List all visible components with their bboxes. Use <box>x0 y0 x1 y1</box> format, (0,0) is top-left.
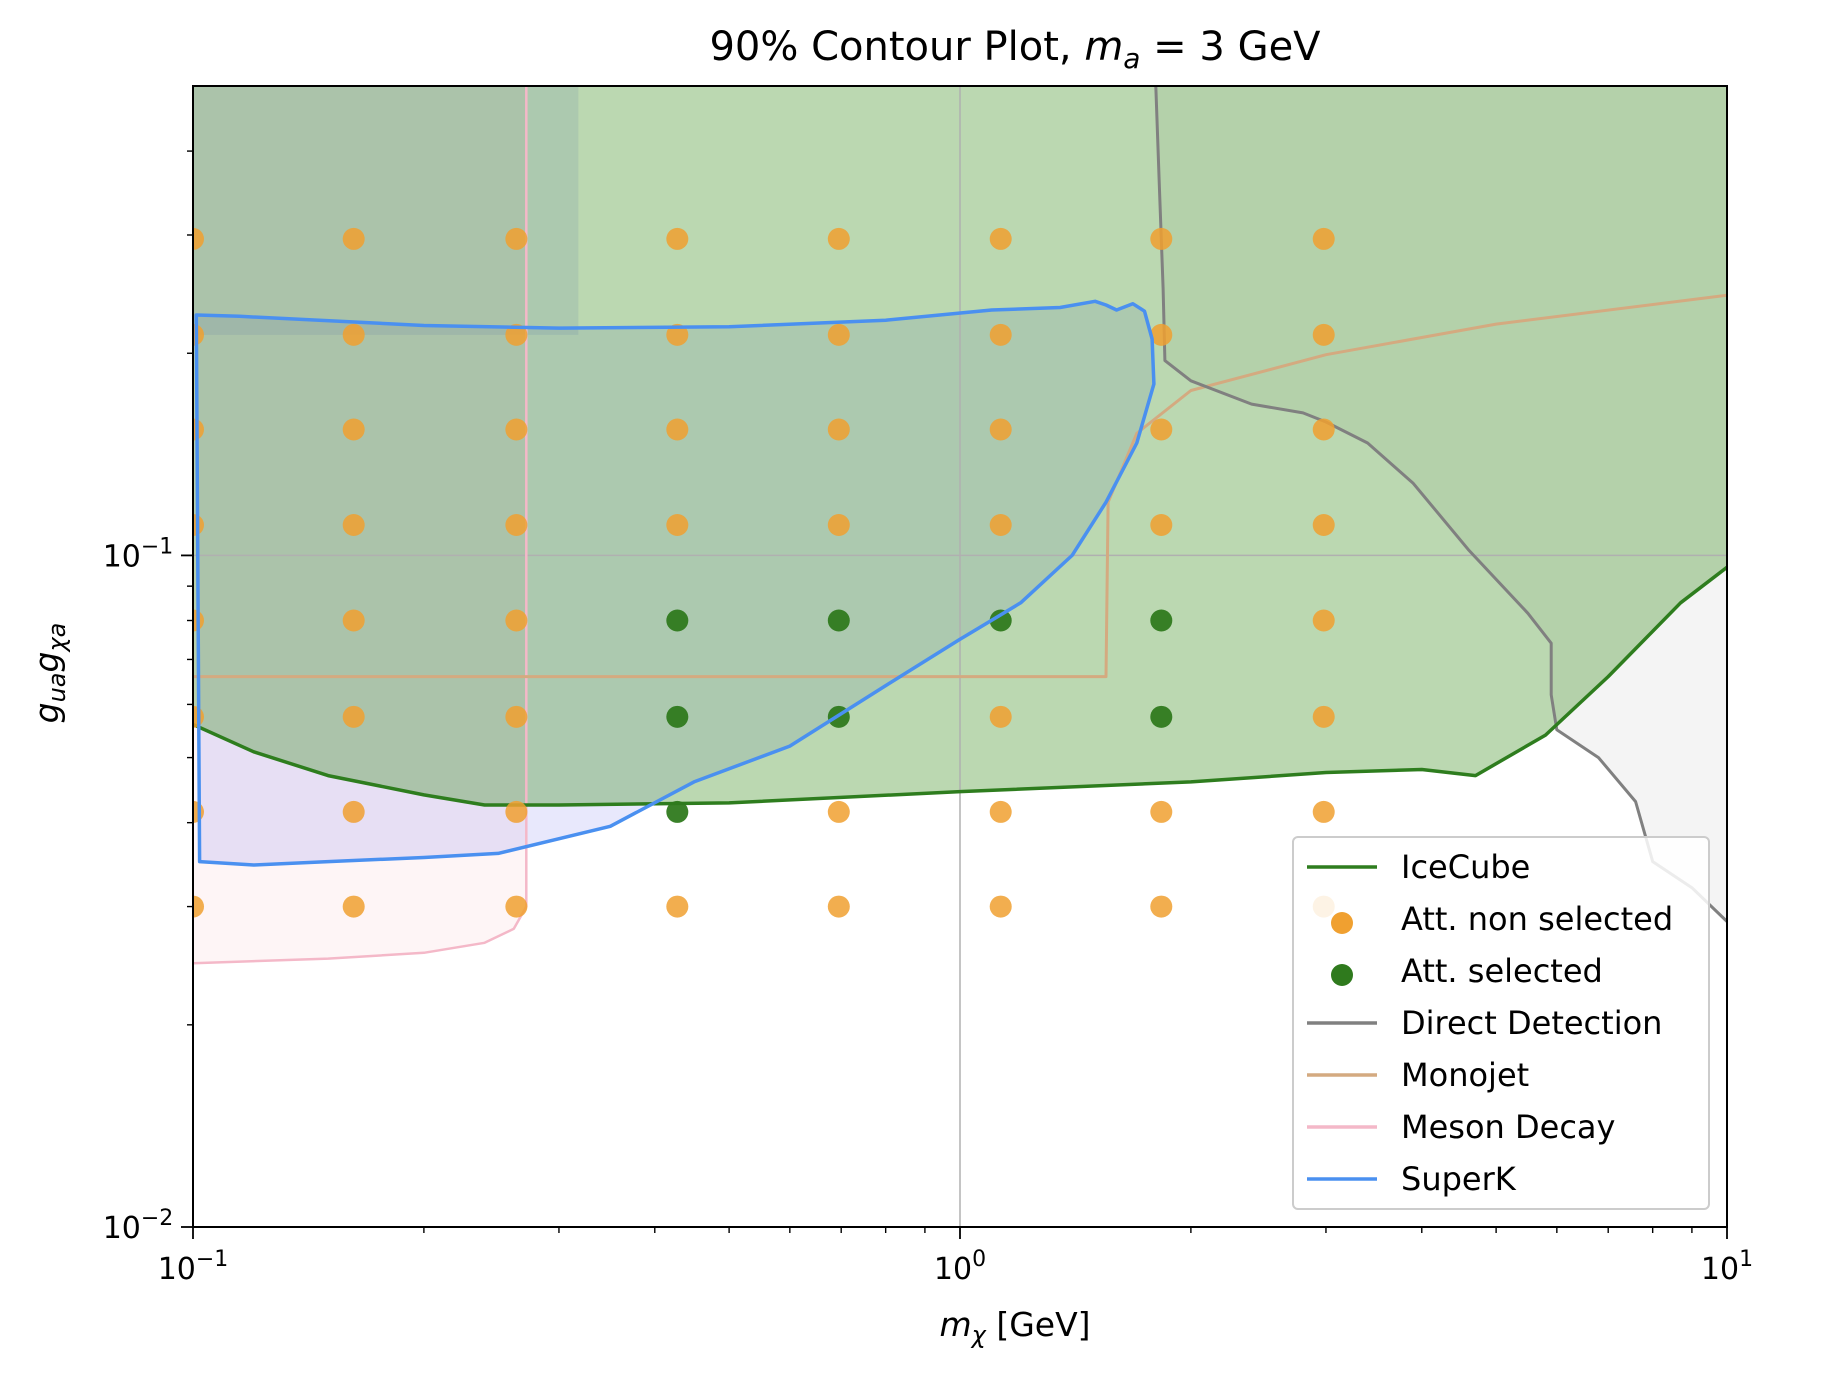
att-non-selected-point <box>1312 609 1335 632</box>
att-non-selected-point <box>1312 513 1335 536</box>
y-axis-label: guagχa <box>27 623 71 724</box>
att-non-selected-point <box>342 323 365 346</box>
att-non-selected-point <box>342 227 365 250</box>
att-non-selected-point <box>342 513 365 536</box>
meson-decay-line <box>193 86 528 965</box>
superk-extension-region <box>193 86 579 335</box>
legend-item: Att. non selected <box>1331 900 1673 938</box>
att-non-selected-point <box>827 323 850 346</box>
att-non-selected-point <box>989 705 1012 728</box>
legend-item: Direct Detection <box>1307 1004 1662 1042</box>
att-non-selected-point <box>1150 323 1173 346</box>
monojet-line <box>193 293 1727 679</box>
att-non-selected-point <box>505 800 528 823</box>
att-non-selected-point <box>989 418 1012 441</box>
legend: IceCube Att. non selected Att. selected Dir… <box>1292 836 1710 1210</box>
att-non-selected-point <box>1312 227 1335 250</box>
att-non-selected-point <box>666 323 689 346</box>
legend-item: SuperK <box>1307 1160 1517 1198</box>
att-non-selected-point <box>505 227 528 250</box>
att-non-selected-point <box>827 895 850 918</box>
att-non-selected-point <box>505 895 528 918</box>
att-non-selected-point <box>1150 418 1173 441</box>
y-tick-label: 10−1 <box>103 534 174 574</box>
att-non-selected-point <box>193 227 204 250</box>
att-non-selected-point <box>827 418 850 441</box>
x-tick-label: 100 <box>934 1247 986 1287</box>
att-non-selected-point <box>827 800 850 823</box>
legend-label: Meson Decay <box>1401 1108 1615 1146</box>
att-non-selected-point <box>505 323 528 346</box>
superk-line <box>194 299 1156 867</box>
direct-detection-region <box>1155 86 1727 922</box>
x-axis-label: mχ [GeV] <box>939 1305 1090 1349</box>
legend-label: Direct Detection <box>1401 1004 1662 1042</box>
plot-area <box>193 86 1727 1227</box>
y-tick-label: 10−2 <box>103 1206 174 1246</box>
legend-box <box>1292 836 1710 1210</box>
legend-label: SuperK <box>1401 1160 1517 1198</box>
att-non-selected-point <box>989 227 1012 250</box>
att-non-selected-point <box>505 609 528 632</box>
att-non-selected-point <box>666 227 689 250</box>
legend-label: IceCube <box>1401 848 1530 886</box>
att-non-selected-point <box>505 705 528 728</box>
att-non-selected-point <box>827 227 850 250</box>
att-non-selected-point <box>342 705 365 728</box>
att-selected-point <box>1150 705 1173 728</box>
legend-swatch-dot <box>1331 912 1353 934</box>
icecube-line <box>193 565 1727 807</box>
att-non-selected-point <box>1312 705 1335 728</box>
att-non-selected-point <box>989 800 1012 823</box>
legend-label: Att. non selected <box>1401 900 1673 938</box>
att-selected-point <box>827 609 850 632</box>
att-non-selected-point <box>342 895 365 918</box>
legend-label: Att. selected <box>1401 952 1603 990</box>
att-non-selected-point <box>1150 895 1173 918</box>
att-selected-point <box>666 609 689 632</box>
att-non-selected-point <box>1150 800 1173 823</box>
att-selected-point <box>989 609 1012 632</box>
x-tick-label: 10−1 <box>158 1247 229 1287</box>
direct-detection-line <box>1154 86 1727 923</box>
att-non-selected-point <box>666 418 689 441</box>
legend-item: Monojet <box>1307 1056 1529 1094</box>
att-non-selected-point <box>193 895 204 918</box>
att-non-selected-point <box>1150 227 1173 250</box>
att-non-selected-point <box>989 513 1012 536</box>
att-non-selected-point <box>342 418 365 441</box>
att-non-selected-point <box>989 895 1012 918</box>
legend-swatch-dot <box>1331 964 1353 986</box>
att-selected-point <box>1150 609 1173 632</box>
legend-item: Att. selected <box>1331 952 1603 990</box>
x-tick-label: 101 <box>1701 1247 1753 1287</box>
att-non-selected-point <box>505 418 528 441</box>
att-non-selected-point <box>1312 418 1335 441</box>
att-selected-point <box>666 800 689 823</box>
att-non-selected-point <box>505 513 528 536</box>
att-non-selected-point <box>1312 800 1335 823</box>
att-selected-point <box>666 705 689 728</box>
superk-region <box>196 301 1154 865</box>
att-non-selected-point <box>1312 323 1335 346</box>
legend-item: IceCube <box>1307 848 1530 886</box>
chart-title: 90% Contour Plot, ma = 3 GeV <box>709 24 1321 75</box>
plot-content <box>193 86 1727 1227</box>
att-non-selected-point <box>342 609 365 632</box>
att-non-selected-point <box>342 800 365 823</box>
att-non-selected-point <box>1150 513 1173 536</box>
att-non-selected-point <box>827 513 850 536</box>
legend-label: Monojet <box>1401 1056 1529 1094</box>
att-non-selected-point <box>666 513 689 536</box>
att-non-selected-point <box>666 895 689 918</box>
legend-item: Meson Decay <box>1307 1108 1615 1146</box>
att-non-selected-point <box>989 323 1012 346</box>
